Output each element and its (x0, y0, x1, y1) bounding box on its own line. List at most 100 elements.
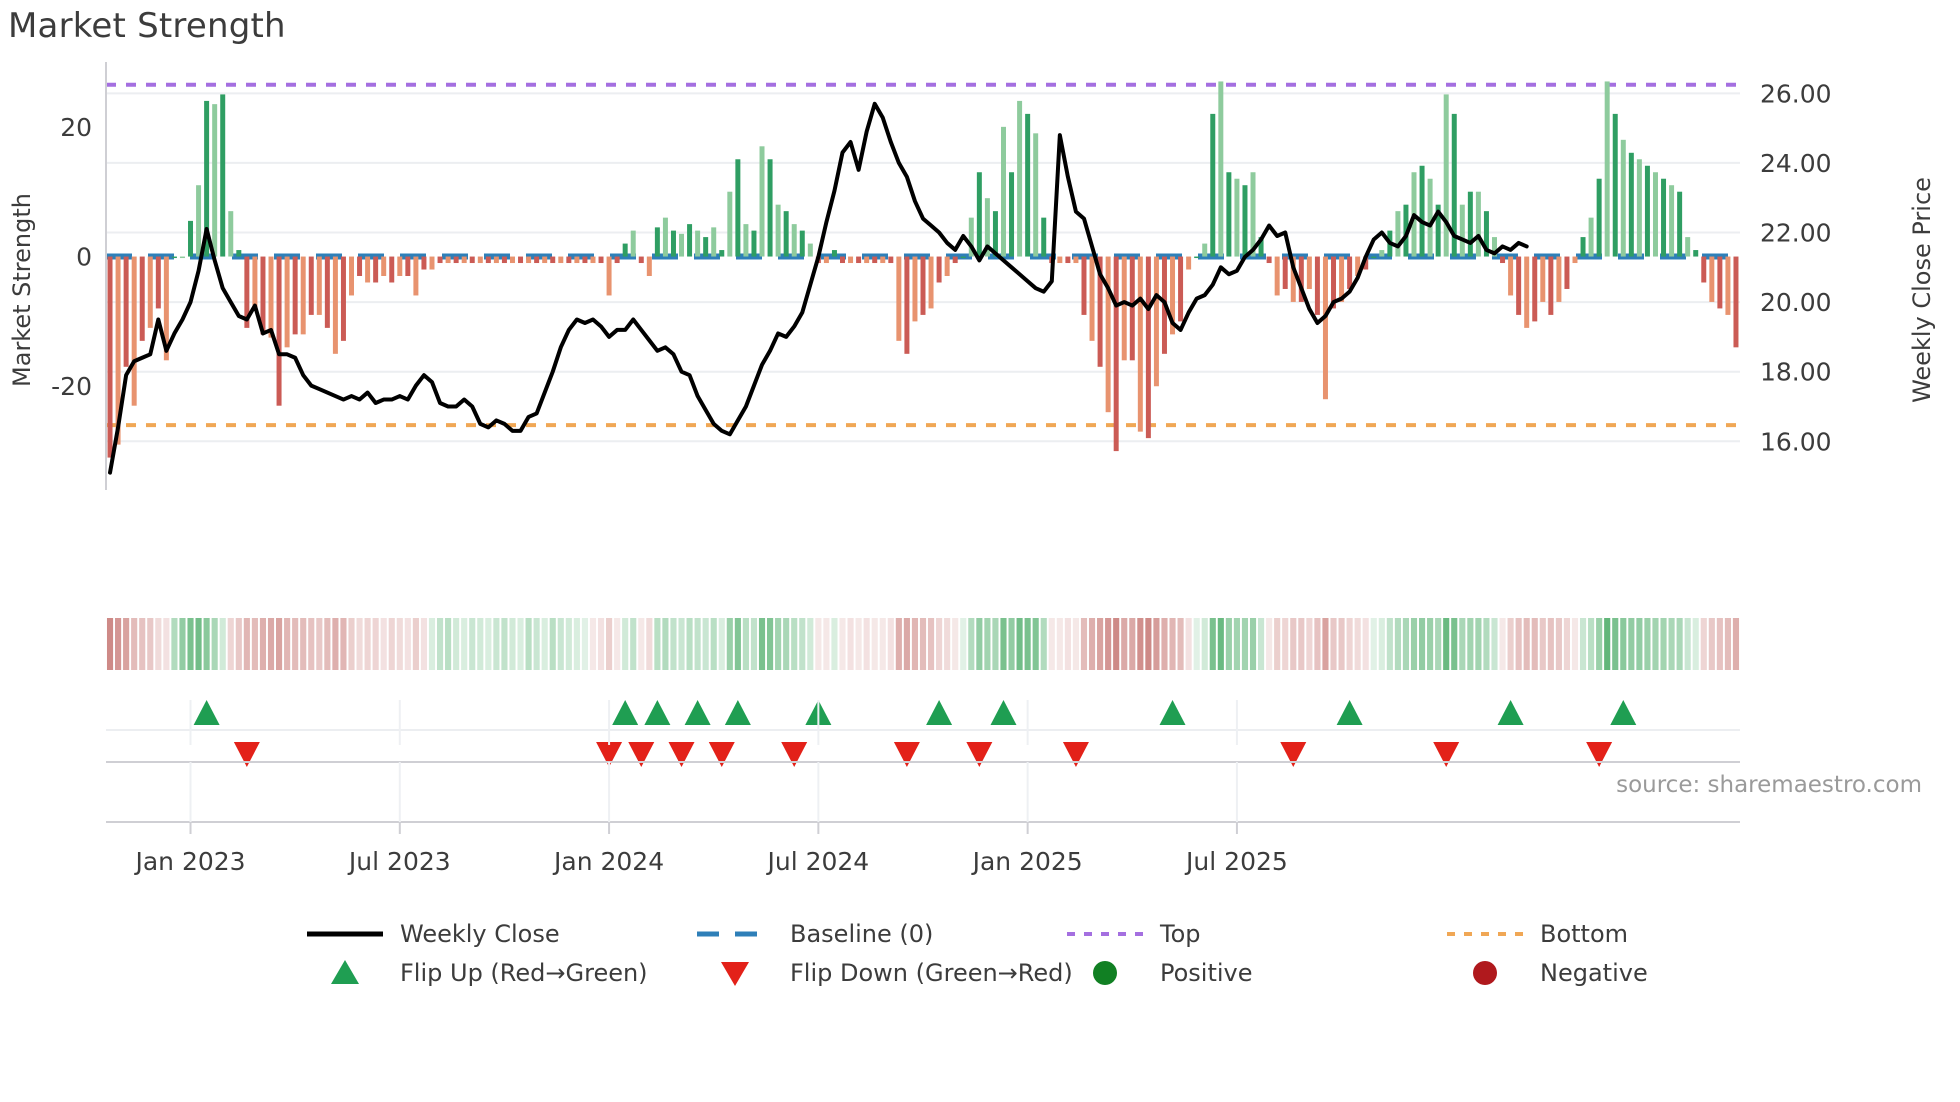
heatmap-cell (1330, 618, 1337, 670)
flip-down-marker (1433, 742, 1460, 767)
heatmap-cell (1427, 618, 1434, 670)
strength-bar (727, 191, 733, 257)
heatmap-cell (1515, 618, 1522, 670)
strength-bar (1500, 256, 1506, 264)
flip-down-marker (668, 742, 695, 767)
strength-bar (188, 220, 194, 257)
heatmap-cell (678, 618, 685, 670)
strength-bar (421, 256, 427, 270)
strength-bar (340, 256, 346, 341)
heatmap-cell (1467, 618, 1474, 670)
weekly-close-line (108, 101, 1529, 475)
heatmap-cell (195, 618, 202, 670)
strength-bar (1089, 256, 1095, 341)
reference-lines (106, 82, 1740, 428)
heatmap-cell (1692, 618, 1699, 670)
strength-bar (147, 256, 153, 328)
gridlines (106, 92, 1740, 443)
strength-bar (606, 256, 612, 296)
heatmap-cell (726, 618, 733, 670)
legend-item[interactable]: Baseline (0) (697, 920, 933, 948)
strength-bar (1081, 256, 1087, 315)
flip-up-marker (1159, 700, 1186, 725)
strength-bar (236, 250, 242, 257)
strength-bar (1153, 256, 1159, 387)
strength-bar (1467, 191, 1473, 257)
heatmap-cell (493, 618, 500, 670)
strength-bar (1363, 256, 1369, 270)
strength-bar (654, 227, 660, 257)
heatmap-cell (573, 618, 580, 670)
flip-up-marker (193, 700, 220, 725)
heatmap-cell (267, 618, 275, 670)
heatmap-cell (992, 618, 999, 670)
page-title: Market Strength (8, 6, 286, 46)
flip-up-marker (684, 700, 711, 725)
x-axis-tick-label: Jan 2024 (552, 847, 664, 876)
strength-bar (952, 256, 958, 264)
heatmap-cell (340, 618, 347, 670)
strength-bar (807, 243, 813, 257)
heatmap-cell (380, 618, 387, 670)
strength-bar (646, 256, 652, 276)
strength-bar (1025, 113, 1031, 257)
strength-bar (904, 256, 910, 354)
heatmap-cell (1628, 618, 1635, 670)
heatmap-cell (831, 618, 838, 670)
strength-bar (1113, 256, 1119, 452)
legend-item[interactable]: Top (1067, 920, 1201, 948)
strength-bar (1105, 256, 1111, 413)
strength-bar (461, 256, 467, 264)
heatmap-cell (243, 618, 250, 670)
strength-bar (526, 256, 532, 264)
strength-bar (1628, 152, 1634, 257)
strength-bar (485, 256, 491, 264)
heatmap-cell (1588, 618, 1595, 670)
heatmap-cell (251, 618, 258, 670)
heatmap-cell (1072, 618, 1079, 670)
heatmap-cell (1523, 618, 1530, 670)
heatmap-cell (895, 618, 902, 670)
flip-up-marker (724, 700, 751, 725)
legend-circle-icon (1473, 961, 1497, 985)
strength-bar (397, 256, 403, 276)
strength-bar (1250, 172, 1256, 257)
legend-item[interactable]: Negative (1473, 959, 1648, 987)
strength-bar (1339, 256, 1345, 302)
weekly-close-path (108, 101, 1529, 475)
heatmap-cell (839, 618, 846, 670)
heatmap-cell (903, 618, 910, 670)
strength-bar (453, 256, 459, 264)
heatmap-cell (815, 618, 822, 670)
legend-item[interactable]: Bottom (1447, 920, 1628, 948)
legend-item[interactable]: Flip Down (Green→Red) (721, 959, 1073, 987)
heatmap-cell (485, 618, 492, 670)
legend-item[interactable]: Positive (1093, 959, 1253, 987)
strength-bar (888, 256, 894, 264)
heatmap-cell (549, 618, 556, 670)
legend-item-label: Top (1159, 920, 1201, 948)
heatmap-cell (477, 618, 484, 670)
legend-item[interactable]: Weekly Close (307, 920, 560, 948)
strength-bar (864, 256, 870, 264)
legend-item[interactable]: Flip Up (Red→Green) (331, 959, 648, 987)
flip-down-marker (781, 742, 808, 767)
strength-bars (107, 81, 1739, 458)
heatmap-cell (984, 618, 991, 670)
right-axis-tick: 26.00 (1760, 79, 1832, 108)
strength-bar (1355, 256, 1361, 276)
heatmap-cell (1410, 618, 1418, 670)
heatmap-cell (1555, 618, 1562, 670)
heatmap-cell (1507, 618, 1514, 670)
strength-bar (936, 256, 942, 283)
heatmap-cell (662, 618, 669, 670)
strength-bar (823, 256, 829, 264)
heatmap-cell (1475, 618, 1482, 670)
right-axis-tick: 20.00 (1760, 288, 1832, 317)
heatmap-cell (1306, 618, 1313, 670)
heatmap-cell (348, 618, 355, 670)
heatmap-cell (646, 618, 653, 670)
flip-up-marker (990, 700, 1017, 725)
strength-bar (630, 230, 636, 257)
heatmap-cell (364, 618, 371, 670)
